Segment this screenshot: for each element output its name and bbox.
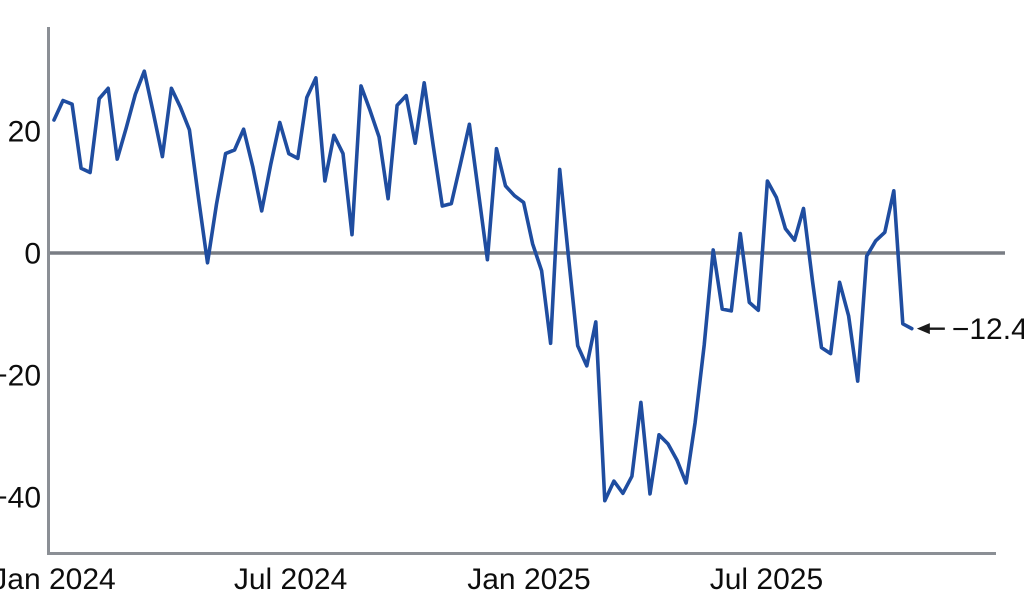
x-tick-label-jan-2024: Jan 2024: [0, 563, 116, 596]
x-tick-label-jan-2025: Jan 2025: [467, 563, 590, 596]
y-tick-label-neg40: −40: [0, 482, 41, 515]
annotation-arrowhead-icon: [916, 323, 930, 335]
x-tick-label-jul-2024: Jul 2024: [234, 563, 347, 596]
y-tick-label-neg20: −20: [0, 360, 41, 393]
y-tick-label-20: 20: [8, 116, 41, 149]
y-tick-label-0: 0: [24, 238, 41, 271]
series-line: [52, 69, 914, 503]
x-tick-label-jul-2025: Jul 2025: [710, 563, 823, 596]
annotation-label: −12.4: [952, 313, 1024, 346]
